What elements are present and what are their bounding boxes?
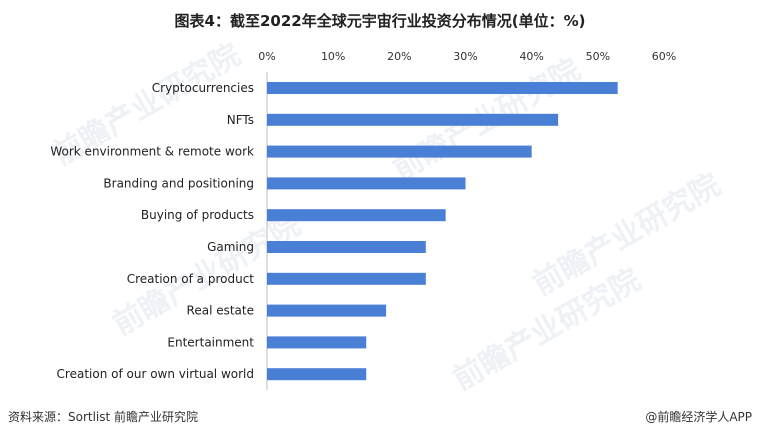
x-tick-label: 20% (387, 50, 411, 63)
brand-credit: @前瞻经济学人APP (645, 410, 752, 424)
bar (267, 113, 559, 126)
x-tick-label: 50% (586, 50, 610, 63)
category-label: Entertainment (167, 335, 254, 349)
category-label: Branding and positioning (103, 176, 254, 190)
x-tick-label: 10% (321, 50, 345, 63)
category-label: Real estate (187, 304, 254, 318)
chart-title: 图表4：截至2022年全球元宇宙行业投资分布情况(单位：%) (174, 12, 586, 30)
source-note: 资料来源：Sortlist 前瞻产业研究院 (8, 410, 199, 424)
category-label: Creation of a product (127, 272, 255, 286)
category-label: Work environment & remote work (50, 145, 254, 159)
x-tick-label: 0% (258, 50, 275, 63)
bar (267, 368, 367, 381)
bar (267, 336, 367, 349)
x-tick-label: 40% (519, 50, 543, 63)
x-tick-label: 60% (652, 50, 676, 63)
bar (267, 241, 426, 253)
category-label: NFTs (227, 113, 254, 127)
bar (267, 209, 446, 222)
category-label: Gaming (207, 240, 254, 254)
category-label: Cryptocurrencies (152, 81, 254, 95)
bar (267, 82, 618, 94)
bar (267, 272, 426, 285)
category-label: Buying of products (141, 208, 254, 222)
x-tick-label: 30% (453, 50, 477, 63)
bar (267, 177, 466, 190)
bar (267, 304, 387, 317)
bar (267, 145, 532, 158)
category-label: Creation of our own virtual world (57, 367, 254, 381)
